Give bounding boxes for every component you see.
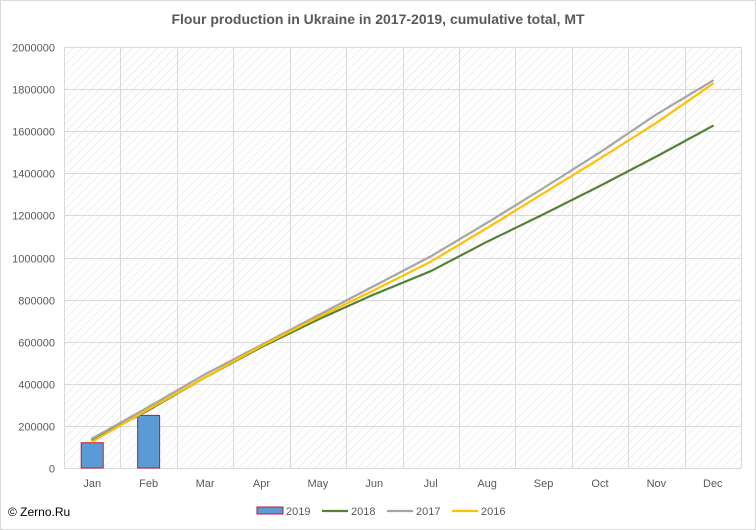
chart-title: Flour production in Ukraine in 2017-2019… <box>171 11 585 27</box>
x-tick-label: Feb <box>139 478 158 490</box>
y-tick-label: 0 <box>49 464 55 476</box>
x-tick-label: Sep <box>534 478 554 490</box>
y-tick-label: 1000000 <box>12 254 55 266</box>
bar-2019 <box>80 442 104 469</box>
x-tick-label: Nov <box>647 478 667 490</box>
legend-label-2019: 2019 <box>286 506 310 518</box>
y-tick-label: 1600000 <box>12 127 55 139</box>
legend-label-2018: 2018 <box>351 506 375 518</box>
legend-label-2016: 2016 <box>481 506 505 518</box>
x-tick-label: Jul <box>424 478 438 490</box>
copyright-text: © Zerno.Ru <box>8 505 71 519</box>
y-tick-label: 400000 <box>18 380 55 392</box>
y-tick-label: 600000 <box>18 338 55 350</box>
x-tick-label: Dec <box>703 478 723 490</box>
legend-label-2017: 2017 <box>416 506 440 518</box>
y-tick-label: 1800000 <box>12 85 55 97</box>
y-tick-label: 2000000 <box>12 43 55 55</box>
line-series-2016 <box>91 82 714 443</box>
legend-swatch-2019 <box>256 506 284 515</box>
x-tick-label: Oct <box>591 478 608 490</box>
x-tick-label: Aug <box>477 478 497 490</box>
plot-area-background <box>64 47 741 468</box>
x-tick-label: May <box>307 478 328 490</box>
x-tick-label: Apr <box>253 478 270 490</box>
line-series-2017 <box>91 79 714 440</box>
bar-2019 <box>137 414 161 469</box>
y-tick-label: 200000 <box>18 422 55 434</box>
y-tick-label: 1200000 <box>12 211 55 223</box>
x-tick-label: Mar <box>196 478 215 490</box>
y-tick-label: 800000 <box>18 296 55 308</box>
x-tick-label: Jan <box>83 478 101 490</box>
y-tick-label: 1400000 <box>12 169 55 181</box>
x-tick-label: Jun <box>365 478 383 490</box>
